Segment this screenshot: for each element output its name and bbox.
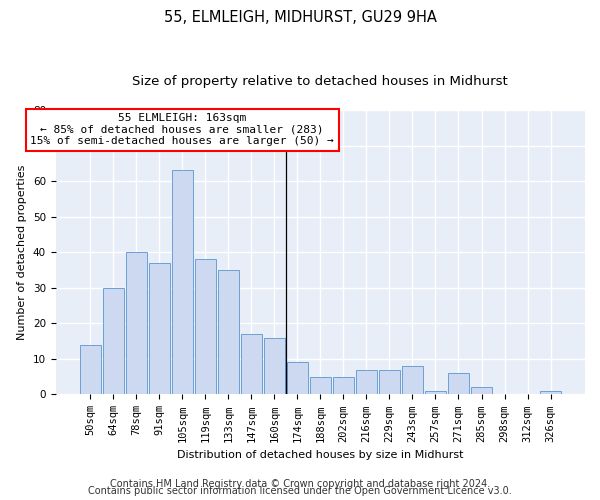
Bar: [448, 373, 469, 394]
Bar: [310, 376, 331, 394]
Bar: [126, 252, 146, 394]
Bar: [103, 288, 124, 395]
Bar: [218, 270, 239, 394]
Bar: [80, 344, 101, 395]
Text: 55 ELMLEIGH: 163sqm
← 85% of detached houses are smaller (283)
15% of semi-detac: 55 ELMLEIGH: 163sqm ← 85% of detached ho…: [31, 113, 334, 146]
Bar: [333, 376, 354, 394]
Bar: [402, 366, 423, 394]
Text: Contains HM Land Registry data © Crown copyright and database right 2024.: Contains HM Land Registry data © Crown c…: [110, 479, 490, 489]
X-axis label: Distribution of detached houses by size in Midhurst: Distribution of detached houses by size …: [177, 450, 464, 460]
Bar: [287, 362, 308, 394]
Bar: [540, 391, 561, 394]
Bar: [172, 170, 193, 394]
Bar: [425, 391, 446, 394]
Bar: [195, 260, 215, 394]
Text: Contains public sector information licensed under the Open Government Licence v3: Contains public sector information licen…: [88, 486, 512, 496]
Bar: [379, 370, 400, 394]
Bar: [471, 388, 492, 394]
Y-axis label: Number of detached properties: Number of detached properties: [17, 164, 28, 340]
Text: 55, ELMLEIGH, MIDHURST, GU29 9HA: 55, ELMLEIGH, MIDHURST, GU29 9HA: [164, 10, 436, 25]
Bar: [149, 263, 170, 394]
Bar: [241, 334, 262, 394]
Bar: [356, 370, 377, 394]
Bar: [264, 338, 284, 394]
Title: Size of property relative to detached houses in Midhurst: Size of property relative to detached ho…: [133, 75, 508, 88]
